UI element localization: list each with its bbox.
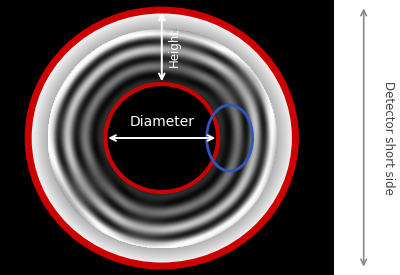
Text: Diameter: Diameter <box>129 115 194 129</box>
Circle shape <box>106 84 218 192</box>
Text: Height: Height <box>168 28 181 67</box>
Text: Detector short side: Detector short side <box>382 81 395 194</box>
